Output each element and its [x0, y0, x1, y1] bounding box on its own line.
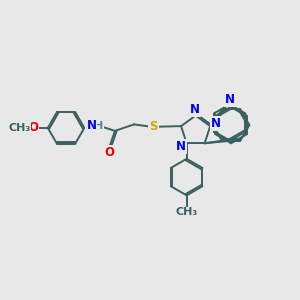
Text: H: H — [94, 121, 103, 131]
Text: N: N — [211, 117, 221, 130]
Text: S: S — [149, 120, 158, 133]
Text: N: N — [176, 140, 186, 153]
Text: N: N — [86, 119, 96, 132]
Text: CH₃: CH₃ — [8, 123, 30, 133]
Text: O: O — [105, 146, 115, 159]
Text: N: N — [225, 93, 235, 106]
Text: N: N — [190, 103, 200, 116]
Text: O: O — [28, 122, 38, 134]
Text: CH₃: CH₃ — [176, 207, 198, 218]
